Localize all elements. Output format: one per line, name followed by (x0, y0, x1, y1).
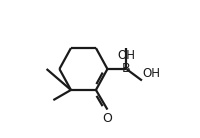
Text: OH: OH (117, 49, 135, 62)
Text: B: B (122, 62, 131, 75)
Text: O: O (102, 112, 112, 125)
Text: OH: OH (143, 67, 161, 80)
